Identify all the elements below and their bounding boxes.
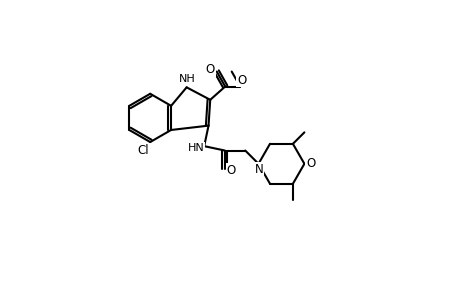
Text: O: O (226, 164, 235, 177)
Text: HN: HN (187, 142, 204, 153)
Text: O: O (205, 63, 214, 76)
Text: NH: NH (179, 74, 196, 84)
Text: N: N (254, 163, 263, 176)
Text: Cl: Cl (137, 144, 148, 157)
Text: O: O (236, 74, 246, 86)
Text: O: O (306, 157, 315, 170)
